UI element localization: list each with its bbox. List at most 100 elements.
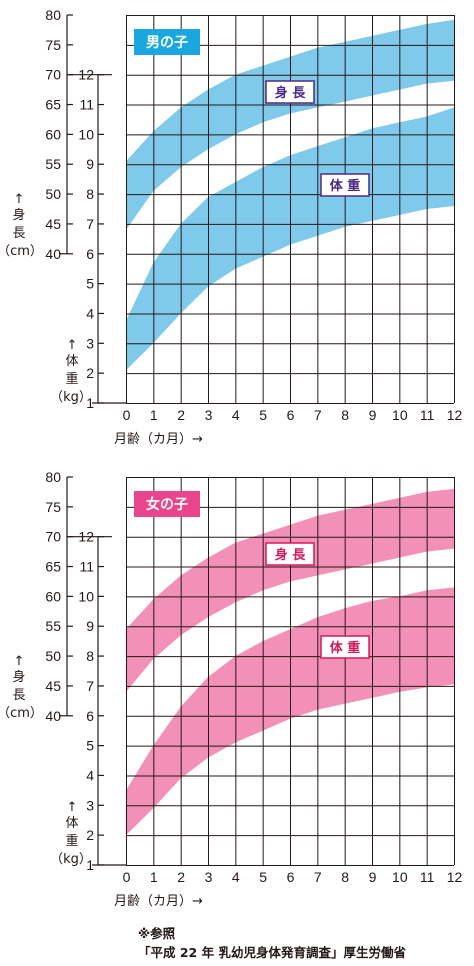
girl-x-tick-label: 7	[314, 869, 322, 885]
girl-height-label: 身 長	[275, 547, 307, 563]
girl-height-axis	[59, 476, 112, 717]
boy-weight-tick-label: 10	[78, 126, 94, 142]
girl-height-tick-label: 40	[45, 708, 61, 724]
girl-weight-tick-label: 2	[86, 827, 94, 843]
boy-height-axis-title: ↑	[14, 192, 25, 207]
girl-weight-label-box	[320, 635, 370, 659]
girl-x-tick-label: 11	[420, 869, 435, 885]
boy-weight-tick-label: 8	[86, 186, 94, 202]
boy-x-tick-label: 3	[205, 407, 213, 423]
girl-height-tick-label: 80	[45, 469, 61, 485]
girl-weight-axis	[92, 536, 126, 866]
boy-height-tick-label: 60	[45, 126, 61, 142]
boy-weight-label-box	[320, 173, 370, 197]
boy-x-axis-title: 月齢（カ月）→	[114, 432, 203, 447]
boy-x-tick-label: 0	[123, 407, 131, 423]
boy-height-axis-title: 身	[12, 207, 25, 223]
boy-x-tick-label: 1	[150, 407, 158, 423]
boy-height-tick-label: 65	[45, 97, 61, 113]
girl-x-tick-label: 12	[447, 869, 463, 885]
girl-weight-axis-title: 体	[65, 816, 78, 831]
girl-grid	[126, 477, 455, 866]
girl-x-tick-label: 9	[369, 869, 377, 885]
girl-weight-tick-label: 3	[86, 797, 94, 813]
boy-weight-tick-label: 2	[86, 365, 94, 381]
girl-x-tick-label: 5	[259, 869, 267, 885]
girl-weight-label: 体 重	[330, 640, 361, 656]
girl-x-tick-label: 10	[392, 869, 408, 885]
boy-title-badge	[134, 29, 200, 55]
boy-weight-tick-label: 4	[86, 305, 94, 321]
boy-weight-tick-label: 11	[79, 97, 94, 113]
girl-weight-tick-label: 7	[86, 678, 94, 694]
boy-weight-tick-label: 5	[86, 276, 94, 292]
girl-height-label-box	[265, 542, 315, 566]
girl-height-tick-label: 60	[45, 588, 61, 604]
boy-height-tick-label: 45	[45, 216, 61, 232]
girl-weight-tick-label: 4	[86, 767, 94, 783]
boy-x-tick-label: 12	[447, 407, 463, 423]
boy-weight-axis-title: ↑	[67, 338, 78, 353]
girl-weight-tick-label: 11	[79, 559, 94, 575]
boy-height-tick-label: 80	[45, 7, 61, 23]
girl-weight-axis-title: （kg）	[50, 852, 92, 867]
boy-x-tick-label: 9	[369, 407, 377, 423]
boy-weight-axis-title: 重	[65, 371, 78, 387]
girl-x-tick-label: 4	[232, 869, 240, 885]
girl-height-tick-label: 65	[45, 559, 61, 575]
girl-weight-tick-label: 9	[86, 618, 94, 634]
boy-title: 男の子	[146, 35, 188, 51]
girl-x-tick-label: 0	[123, 869, 131, 885]
boy-height-label: 身 長	[275, 85, 307, 101]
girl-x-tick-label: 8	[341, 869, 349, 885]
girl-height-tick-label: 55	[45, 618, 61, 634]
boy-height-axis	[59, 14, 112, 255]
boy-weight-tick-label: 6	[86, 246, 94, 262]
boy-x-tick-label: 10	[392, 407, 408, 423]
source-note-mark: ※参照	[138, 926, 176, 941]
boy-weight-tick-label: 7	[86, 216, 94, 232]
boy-weight-label: 体 重	[330, 178, 361, 194]
girl-height-tick-label: 50	[45, 648, 61, 664]
girl-weight-tick-label: 6	[86, 708, 94, 724]
girl-height-tick-label: 75	[45, 499, 61, 515]
boy-weight-tick-label: 12	[78, 67, 94, 83]
boy-weight-axis	[92, 74, 126, 404]
boy-height-tick-label: 40	[45, 246, 61, 262]
girl-x-tick-label: 6	[287, 869, 295, 885]
girl-x-tick-label: 3	[205, 869, 213, 885]
girl-height-axis-title: ↑	[14, 654, 25, 669]
girl-x-tick-label: 2	[177, 869, 185, 885]
girl-height-axis-title: （cm）	[0, 706, 43, 721]
boy-x-tick-label: 6	[287, 407, 295, 423]
girl-weight-tick-label: 5	[86, 738, 94, 754]
girl-x-tick-label: 1	[150, 869, 158, 885]
boy-height-tick-label: 70	[45, 67, 61, 83]
boy-height-axis-title: 長	[12, 226, 25, 241]
girl-weight-tick-label: 10	[78, 588, 94, 604]
source-citation: 「平成 22 年 乳幼児身体発育調査」厚生労働省	[138, 945, 406, 960]
source-note: ※参照 「平成 22 年 乳幼児身体発育調査」厚生労働省	[138, 924, 406, 962]
boy-height-tick-label: 50	[45, 186, 61, 202]
boy-weight-tick-label: 1	[86, 395, 94, 411]
boy-height-tick-label: 75	[45, 37, 61, 53]
boy-x-tick-label: 7	[314, 407, 322, 423]
boy-x-tick-label: 5	[259, 407, 267, 423]
girl-weight-tick-label: 12	[78, 529, 94, 545]
boy-weight-axis-title: 体	[65, 354, 78, 369]
boy-x-tick-label: 8	[341, 407, 349, 423]
boy-height-tick-label: 55	[45, 156, 61, 172]
girl-height-axis-title: 身	[12, 669, 25, 685]
girl-title: 女の子	[146, 496, 188, 513]
girl-height-tick-label: 45	[45, 678, 61, 694]
boy-height-axis-title: （cm）	[0, 244, 43, 259]
boy-height-label-box	[265, 80, 315, 104]
girl-weight-axis-title: 重	[65, 833, 78, 849]
girl-height-axis-title: 長	[12, 688, 25, 703]
girl-weight-axis-title: ↑	[67, 800, 78, 815]
boy-weight-axis-title: （kg）	[50, 390, 92, 405]
girl-title-badge	[134, 491, 200, 517]
girl-x-axis-title: 月齢（カ月）→	[114, 894, 203, 909]
